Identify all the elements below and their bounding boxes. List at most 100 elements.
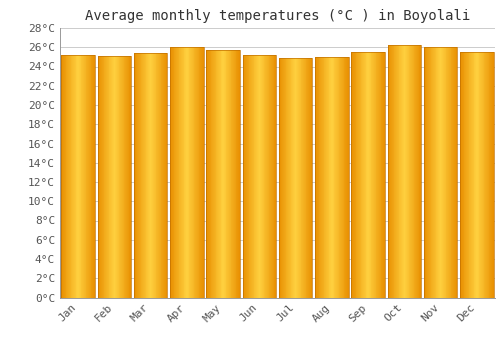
- Bar: [442, 47, 443, 298]
- Bar: [106, 56, 107, 298]
- Bar: [163, 53, 164, 298]
- Bar: [416, 45, 417, 298]
- Bar: [368, 52, 369, 298]
- Bar: [138, 53, 139, 298]
- Bar: [224, 50, 225, 298]
- Bar: [171, 47, 172, 298]
- Bar: [104, 56, 105, 298]
- Bar: [362, 52, 363, 298]
- Bar: [342, 57, 344, 298]
- Bar: [444, 47, 445, 298]
- Bar: [68, 55, 69, 298]
- Bar: [316, 57, 317, 298]
- Bar: [365, 52, 366, 298]
- Bar: [471, 52, 472, 298]
- Bar: [401, 45, 402, 298]
- Bar: [225, 50, 226, 298]
- Bar: [145, 53, 146, 298]
- Bar: [150, 53, 152, 298]
- Bar: [107, 56, 108, 298]
- Bar: [213, 50, 214, 298]
- Bar: [79, 55, 80, 298]
- Bar: [135, 53, 136, 298]
- Bar: [260, 55, 261, 298]
- Bar: [120, 56, 121, 298]
- Bar: [355, 52, 356, 298]
- Bar: [488, 52, 490, 298]
- Bar: [215, 50, 216, 298]
- Bar: [69, 55, 70, 298]
- Bar: [384, 52, 385, 298]
- Bar: [170, 47, 171, 298]
- Bar: [112, 56, 114, 298]
- Bar: [216, 50, 218, 298]
- Bar: [433, 47, 434, 298]
- Bar: [397, 45, 398, 298]
- Bar: [219, 50, 220, 298]
- Bar: [439, 47, 440, 298]
- Bar: [372, 52, 373, 298]
- Bar: [359, 52, 360, 298]
- Bar: [390, 45, 391, 298]
- Bar: [78, 55, 79, 298]
- Bar: [188, 47, 190, 298]
- Bar: [226, 50, 228, 298]
- Bar: [402, 45, 404, 298]
- Bar: [186, 47, 187, 298]
- Bar: [324, 57, 325, 298]
- Bar: [406, 45, 407, 298]
- Bar: [382, 52, 383, 298]
- Bar: [160, 53, 162, 298]
- Bar: [170, 47, 203, 298]
- Bar: [180, 47, 181, 298]
- Bar: [280, 58, 281, 298]
- Bar: [191, 47, 192, 298]
- Bar: [461, 52, 462, 298]
- Bar: [262, 55, 264, 298]
- Bar: [271, 55, 272, 298]
- Bar: [340, 57, 341, 298]
- Bar: [258, 55, 260, 298]
- Bar: [292, 58, 293, 298]
- Bar: [347, 57, 348, 298]
- Bar: [336, 57, 337, 298]
- Bar: [229, 50, 230, 298]
- Bar: [300, 58, 302, 298]
- Bar: [127, 56, 128, 298]
- Bar: [448, 47, 449, 298]
- Bar: [182, 47, 184, 298]
- Bar: [485, 52, 486, 298]
- Bar: [487, 52, 488, 298]
- Bar: [322, 57, 324, 298]
- Bar: [98, 56, 131, 298]
- Bar: [75, 55, 76, 298]
- Bar: [136, 53, 138, 298]
- Bar: [206, 50, 208, 298]
- Bar: [465, 52, 466, 298]
- Bar: [194, 47, 195, 298]
- Bar: [414, 45, 415, 298]
- Bar: [125, 56, 126, 298]
- Bar: [369, 52, 370, 298]
- Bar: [477, 52, 478, 298]
- Bar: [238, 50, 239, 298]
- Bar: [209, 50, 210, 298]
- Bar: [306, 58, 308, 298]
- Bar: [424, 47, 425, 298]
- Bar: [428, 47, 429, 298]
- Bar: [420, 45, 421, 298]
- Bar: [272, 55, 274, 298]
- Bar: [242, 55, 244, 298]
- Bar: [242, 55, 276, 298]
- Bar: [296, 58, 298, 298]
- Bar: [177, 47, 178, 298]
- Bar: [337, 57, 338, 298]
- Bar: [181, 47, 182, 298]
- Bar: [356, 52, 358, 298]
- Bar: [265, 55, 266, 298]
- Bar: [190, 47, 191, 298]
- Bar: [105, 56, 106, 298]
- Bar: [376, 52, 378, 298]
- Bar: [148, 53, 149, 298]
- Bar: [352, 52, 385, 298]
